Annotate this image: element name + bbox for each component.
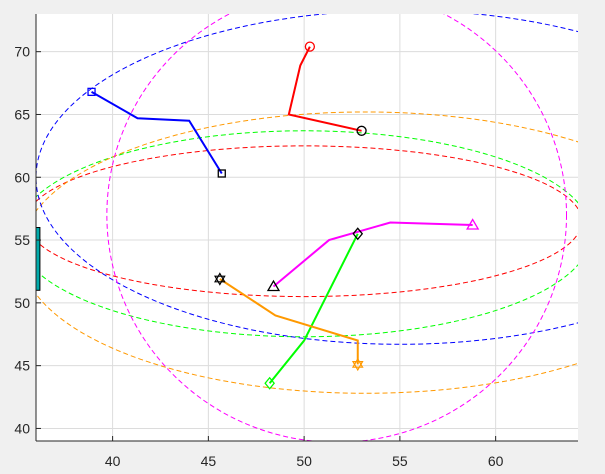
- square-marker: [87, 87, 96, 97]
- hexagram-marker: [214, 272, 226, 286]
- track-line: [219, 278, 359, 365]
- y-tick-label: 50: [14, 295, 30, 311]
- edge-rectangle: [36, 227, 41, 291]
- ellipse-series: [36, 130, 578, 338]
- y-tick-label: 70: [14, 44, 30, 60]
- x-tick-label: 60: [488, 453, 504, 469]
- triangle-marker: [466, 218, 480, 230]
- x-tick-label: 40: [105, 453, 121, 469]
- circle-marker: [356, 125, 367, 136]
- y-tick-label: 45: [14, 358, 30, 374]
- hexagram-part: [351, 360, 364, 372]
- x-tick-label: 45: [201, 453, 217, 469]
- square-marker: [217, 169, 226, 178]
- hexagram-part: [351, 357, 364, 368]
- hexagram-part: [214, 272, 226, 283]
- circle-marker: [304, 41, 316, 52]
- y-tick-label: 40: [14, 420, 30, 436]
- x-tick-label: 50: [296, 453, 312, 469]
- y-tick-label: 60: [14, 169, 30, 185]
- ellipse-series: [36, 145, 578, 298]
- y-tick-label: 65: [14, 106, 30, 122]
- x-tick-label: 55: [392, 453, 408, 469]
- track-line: [91, 90, 223, 175]
- plot-area: [36, 14, 578, 441]
- triangle-marker: [266, 279, 281, 292]
- track-line: [268, 233, 359, 384]
- grid: [36, 14, 578, 441]
- ellipse-series: [106, 14, 567, 441]
- track-line: [287, 46, 362, 132]
- hexagram-part: [214, 275, 226, 286]
- y-tick-label: 55: [14, 232, 30, 248]
- hexagram-marker: [351, 357, 364, 372]
- ellipse-series: [36, 111, 578, 394]
- plot-content: [36, 14, 578, 441]
- diamond-marker: [352, 227, 364, 241]
- tick-labels: 40 45 50 55 60 40 45 50 55 60 65 70: [14, 44, 503, 469]
- diamond-marker: [264, 376, 275, 390]
- axes: [35, 14, 578, 442]
